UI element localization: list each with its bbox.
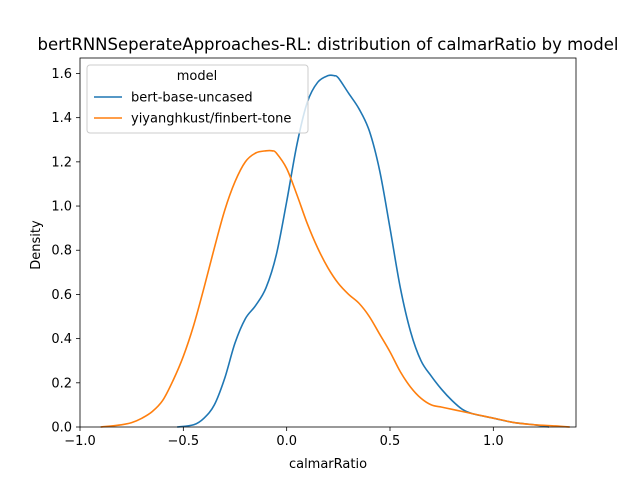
y-tick-label: 1.2 xyxy=(51,155,72,170)
x-axis-label: calmarRatio xyxy=(289,457,367,472)
plot-area: −1.0 −0.5 0.0 0.5 1.0 0.0 0.2 0.4 0.6 0.8 1.0 1.2 1.… xyxy=(51,57,577,449)
y-tick-label: 1.6 xyxy=(51,67,72,82)
legend-label-1: bert-base-uncased xyxy=(131,91,253,106)
y-tick-label: 1.0 xyxy=(51,200,72,215)
series-line-2 xyxy=(100,149,570,428)
series-line-1 xyxy=(177,74,550,428)
y-tick-label: 0.4 xyxy=(51,332,72,347)
y-tick-label: 0.8 xyxy=(51,244,72,259)
x-tick-label: −0.5 xyxy=(168,434,200,449)
axes-frame xyxy=(79,57,577,428)
y-tick-label: 1.4 xyxy=(51,111,72,126)
x-tick-label: −1.0 xyxy=(64,434,96,449)
x-tick-label: 0.5 xyxy=(380,434,401,449)
legend-title: model xyxy=(177,69,217,84)
legend-label-2: yiyanghkust/finbert-tone xyxy=(131,112,291,127)
legend: model bert-base-uncased yiyanghkust/finber… xyxy=(86,64,309,134)
y-tick-label: 0.0 xyxy=(51,421,72,436)
x-tick-label: 0.0 xyxy=(276,434,297,449)
chart-title: bertRNNSeperateApproaches-RL: distributi… xyxy=(38,35,619,54)
y-tick-label: 0.6 xyxy=(51,288,72,303)
y-axis-label: Density xyxy=(29,220,44,270)
x-tick-label: 1.0 xyxy=(483,434,504,449)
y-tick-label: 0.2 xyxy=(51,376,72,391)
legend-box xyxy=(86,64,309,134)
